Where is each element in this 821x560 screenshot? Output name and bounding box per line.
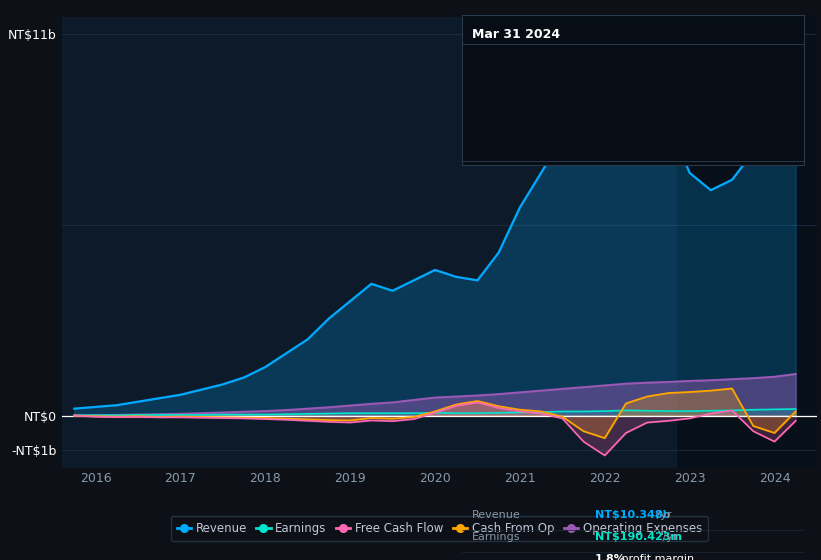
Text: Earnings: Earnings — [472, 532, 521, 542]
Text: Mar 31 2024: Mar 31 2024 — [472, 28, 560, 41]
Text: Revenue: Revenue — [472, 510, 521, 520]
Text: 1.8%: 1.8% — [595, 554, 626, 560]
Text: /yr: /yr — [658, 532, 677, 542]
Text: profit margin: profit margin — [618, 554, 695, 560]
Text: NT$10.348b: NT$10.348b — [595, 510, 671, 520]
Legend: Revenue, Earnings, Free Cash Flow, Cash From Op, Operating Expenses: Revenue, Earnings, Free Cash Flow, Cash … — [171, 516, 708, 540]
Bar — [677, 17, 817, 468]
Text: NT$190.423m: NT$190.423m — [595, 532, 682, 542]
Text: /yr: /yr — [653, 510, 672, 520]
